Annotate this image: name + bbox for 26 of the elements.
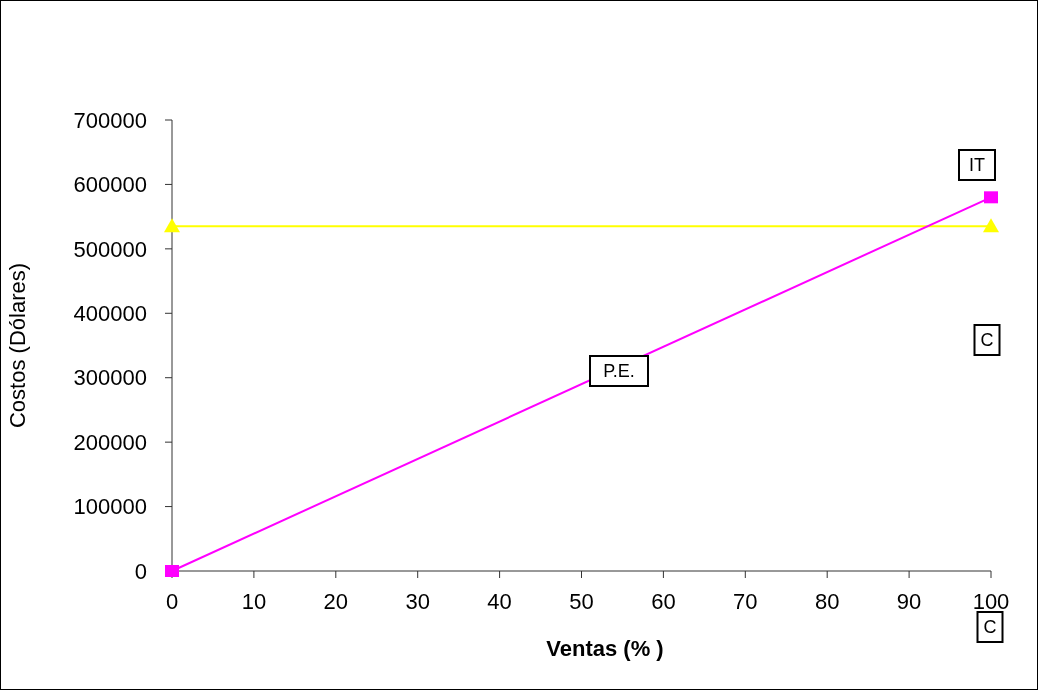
x-tick-label: 80 — [814, 589, 840, 614]
x-tick-label: 0 — [165, 589, 179, 614]
y-tick-label: 400000 — [73, 300, 147, 326]
y-tick-label: 700000 — [73, 107, 147, 133]
x-tick-label: 60 — [651, 589, 676, 614]
x-tick-label: 30 — [405, 589, 430, 614]
y-tick-label: 100000 — [73, 494, 147, 520]
y-tick-label: 600000 — [73, 172, 147, 198]
point — [984, 191, 998, 204]
y-tick-label: 0 — [134, 558, 147, 584]
x-axis-title: Ventas (% ) — [546, 636, 664, 661]
x-tick-label: 100 — [972, 589, 1010, 614]
x-tick-label: 50 — [569, 589, 594, 614]
x-tick-label: 10 — [241, 589, 267, 614]
y-tick-label: 500000 — [73, 236, 147, 262]
y-tick-label: 200000 — [73, 429, 147, 455]
annotation: P.E. — [603, 361, 635, 382]
y-tick-label: 300000 — [73, 365, 147, 391]
annotation: C — [980, 330, 994, 351]
x-tick-label: 90 — [896, 589, 922, 614]
x-tick-label: 20 — [323, 589, 349, 614]
text: C — [983, 617, 997, 638]
x-tick-label: 40 — [487, 589, 512, 614]
x-tick-label: 70 — [733, 589, 758, 614]
y-axis-title: Costos (Dólares) — [5, 262, 30, 429]
annotation: IT — [969, 155, 985, 176]
